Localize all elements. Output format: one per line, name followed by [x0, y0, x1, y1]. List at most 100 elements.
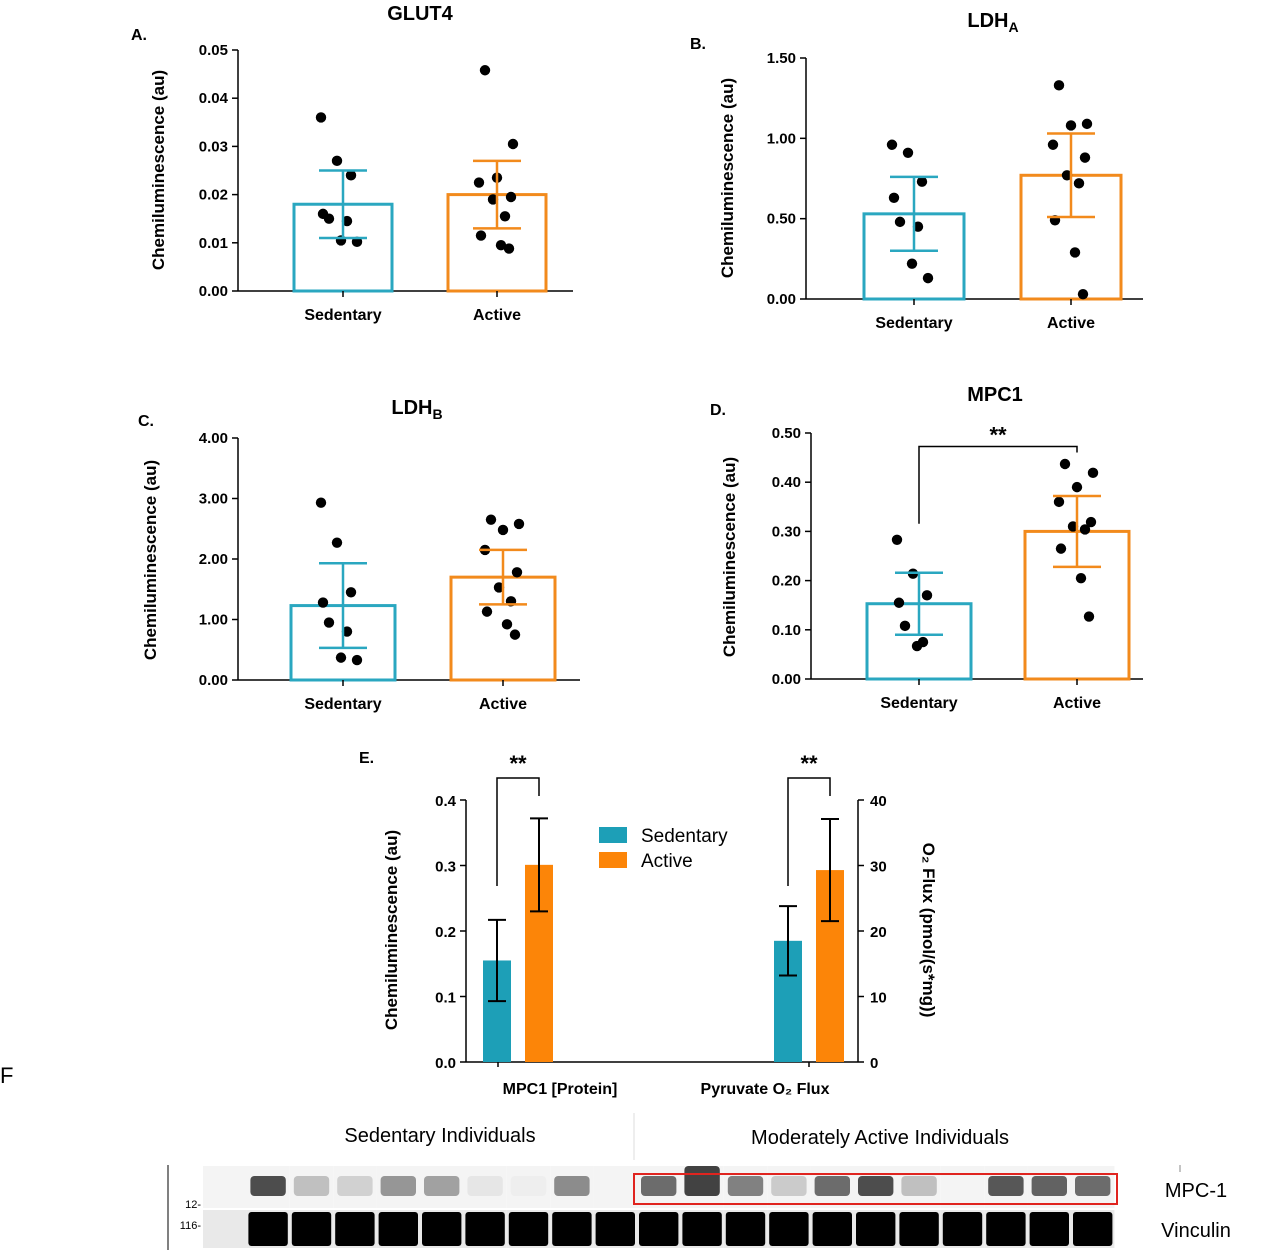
blot-band-mpc1: [293, 1176, 330, 1196]
data-point: [513, 518, 525, 530]
y-axis-label: Chemiluminescence (au): [718, 78, 737, 278]
y-tick-label: 0.01: [199, 235, 228, 252]
panel-letter: B.: [690, 36, 706, 53]
data-point: [1071, 481, 1083, 493]
data-point: [315, 497, 327, 508]
data-point: [317, 597, 329, 608]
blot-band-vinculin: [422, 1212, 462, 1246]
legend-swatch-active: [599, 852, 627, 868]
y-tick-label: 1.00: [199, 612, 228, 629]
blot-lane-mpc1-bg: [593, 1166, 637, 1208]
blot-band-mpc1: [510, 1176, 547, 1196]
y-tick-label: 1.00: [767, 130, 796, 147]
y-tick-label: 0.04: [199, 90, 229, 107]
blot-band-mpc1: [250, 1176, 286, 1196]
data-point: [481, 606, 493, 617]
y-left-tick-label: 0.3: [435, 859, 456, 876]
data-point: [1075, 572, 1087, 584]
data-point: [511, 567, 523, 578]
y-tick-label: 0.00: [772, 671, 801, 688]
data-point: [1069, 247, 1081, 258]
y-tick-label: 0.02: [199, 187, 228, 204]
data-point: [341, 626, 353, 637]
blot-band-vinculin: [812, 1212, 852, 1246]
blot-lane-mpc1-bg: [940, 1166, 985, 1208]
x-tick-label: Active: [1053, 695, 1101, 712]
y-tick-label: 4.00: [199, 430, 228, 447]
data-point: [479, 65, 491, 76]
blot-band-mpc1: [424, 1176, 460, 1196]
x-tick-label: Active: [479, 696, 527, 713]
y-tick-label: 0.05: [199, 42, 228, 59]
data-point: [1053, 496, 1065, 508]
blot-band-vinculin: [465, 1212, 505, 1246]
y-right-tick-label: 20: [870, 924, 887, 941]
y-left-tick-label: 0.0: [435, 1055, 456, 1072]
data-point: [499, 211, 511, 222]
legend-label-sedentary: Sedentary: [641, 826, 728, 847]
data-point: [1067, 521, 1079, 532]
blot-band-mpc1: [380, 1176, 416, 1196]
panel-f-western-blot: F Sedentary Individuals Moderately Activ…: [0, 1063, 1231, 1250]
significance-stars: **: [509, 751, 527, 776]
y-left-tick-label: 0.4: [435, 793, 457, 810]
data-point: [335, 652, 347, 663]
data-point: [505, 191, 517, 203]
data-point: [922, 272, 934, 284]
significance-stars: **: [800, 751, 818, 776]
blot-band-mpc1: [467, 1176, 503, 1196]
y-tick-label: 0.03: [199, 138, 228, 155]
data-point: [497, 524, 509, 536]
x-tick-label: Sedentary: [304, 307, 381, 324]
x-tick-label: MPC1 [Protein]: [503, 1081, 618, 1098]
group-label-active: Moderately Active Individuals: [751, 1127, 1009, 1149]
data-point: [331, 537, 343, 548]
y-right-tick-label: 10: [870, 990, 887, 1007]
data-point: [331, 155, 343, 167]
y-right-tick-label: 40: [870, 793, 887, 810]
chart-title: GLUT4: [387, 3, 453, 25]
y-tick-label: 0.50: [767, 211, 796, 228]
legend: Sedentary Active: [599, 826, 728, 872]
y-right-tick-label: 30: [870, 859, 887, 876]
y-tick-label: 0.50: [772, 425, 801, 442]
blot-band-vinculin: [291, 1212, 332, 1246]
data-point: [886, 139, 898, 150]
x-tick-label: Active: [473, 307, 521, 324]
blot-lane-mpc1-bg: [203, 1166, 247, 1208]
data-point: [1087, 467, 1099, 479]
blot-band-mpc1: [641, 1176, 677, 1196]
panel-e-mpc1-vs-o2flux: E. Chemiluminescence (au) O₂ Flux (pmol/…: [359, 750, 938, 1098]
chart-title: MPC1: [967, 384, 1023, 406]
blot-band-mpc1: [1031, 1176, 1067, 1196]
panel-d-mpc1: D. MPC1 Chemiluminescence (au) 0.00 0.10 0…: [710, 384, 1143, 712]
legend-label-active: Active: [641, 851, 693, 872]
data-point: [912, 221, 924, 232]
data-point: [351, 654, 363, 666]
data-point: [1059, 458, 1071, 470]
data-point: [475, 230, 487, 241]
chart-title: LDHB: [391, 397, 442, 422]
blot-band-vinculin: [769, 1212, 809, 1246]
blot-band-vinculin: [378, 1212, 418, 1246]
blot-band-vinculin: [335, 1212, 375, 1246]
data-point: [345, 170, 357, 181]
blot-band-mpc1: [988, 1176, 1024, 1196]
y-axis-right-label: O₂ Flux (pmol/(s*mg)): [919, 843, 938, 1018]
data-point: [893, 597, 905, 608]
data-point: [1079, 524, 1091, 535]
y-left-tick-label: 0.1: [435, 990, 456, 1007]
blot-band-vinculin: [899, 1212, 939, 1246]
x-tick-label: Sedentary: [875, 315, 952, 332]
row-label-vinculin: Vinculin: [1161, 1220, 1231, 1242]
data-point: [891, 534, 903, 545]
data-point: [1053, 80, 1065, 91]
blot-band-mpc1: [1075, 1176, 1111, 1196]
blot-band-vinculin: [1073, 1212, 1113, 1246]
panel-b-ldha: B. LDHA Chemiluminescence (au) 0.00 0.50 1…: [690, 10, 1143, 332]
blot-band-mpc1: [684, 1166, 720, 1196]
row-label-mpc1: MPC-1: [1165, 1180, 1227, 1202]
data-point: [1085, 516, 1097, 528]
y-right-tick-label: 0: [870, 1055, 878, 1072]
